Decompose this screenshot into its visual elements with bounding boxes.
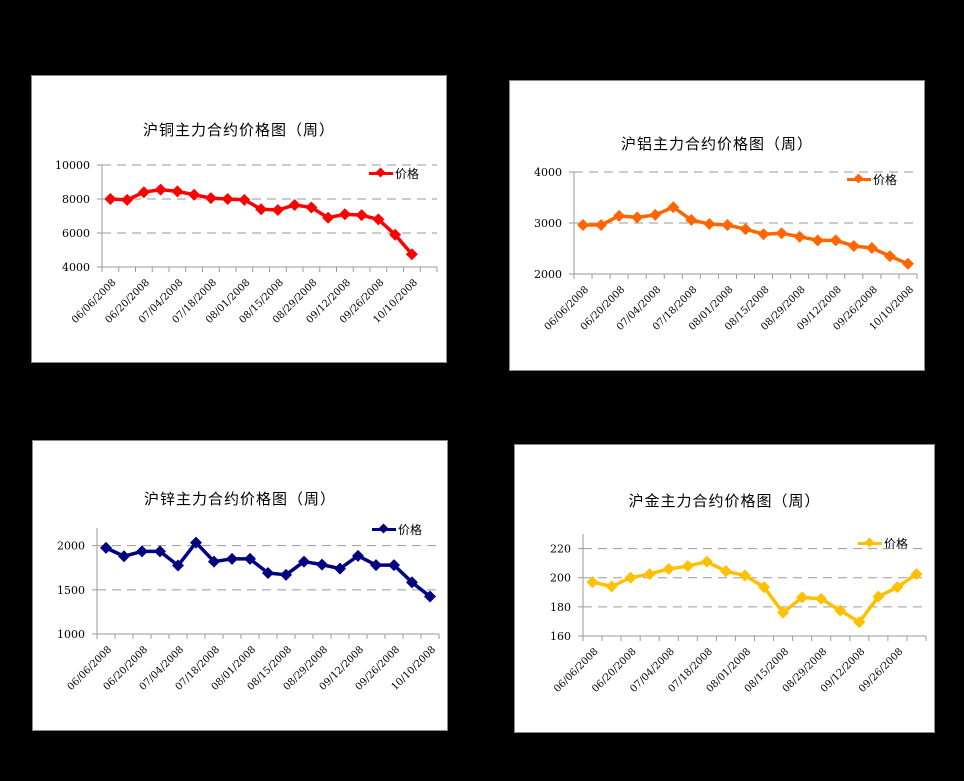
svg-text:200: 200 — [550, 572, 571, 585]
legend-label: 价格 — [873, 173, 898, 187]
gold-chart-panel: 沪金主力合约价格图（周） 价格 160 180 200 220 06/06/2008 06… — [514, 444, 935, 733]
svg-text:1500: 1500 — [57, 584, 85, 597]
svg-text:3000: 3000 — [534, 217, 562, 230]
legend-line-marker-icon — [369, 167, 393, 178]
gold-chart-legend: 价格 — [858, 535, 908, 552]
zinc-chart-legend: 价格 — [372, 521, 422, 538]
aluminum-chart-title: 沪铝主力合约价格图（周） — [620, 135, 813, 153]
legend-line-marker-icon — [847, 173, 871, 184]
zinc-chart-panel: 沪锌主力合约价格图（周） 价格 1000 1500 2000 06/06/2008 06… — [32, 440, 448, 731]
aluminum-chart-legend: 价格 — [847, 171, 897, 188]
svg-text:2000: 2000 — [534, 268, 562, 281]
legend-label: 价格 — [884, 537, 909, 551]
aluminum-chart-panel: 沪铝主力合约价格图（周） 价格 2000 3000 4000 06/06/2008 06… — [509, 80, 925, 371]
svg-text:6000: 6000 — [62, 227, 90, 240]
gold-plot: 16018020022006/06/200806/20/200807/04/20… — [550, 534, 927, 695]
legend-line-marker-icon — [372, 523, 396, 534]
legend-label: 价格 — [395, 167, 420, 181]
legend-line-marker-icon — [858, 537, 882, 548]
copper-chart-panel: 沪铜主力合约价格图（周） 价格 4000 6000 8000 10000 06/06/2… — [31, 75, 447, 363]
zinc-plot: 10001500200006/06/200806/20/200807/04/20… — [57, 528, 440, 693]
svg-text:220: 220 — [550, 543, 571, 556]
aluminum-plot: 20003000400006/06/200806/20/200807/04/20… — [534, 166, 918, 333]
copper-chart-title: 沪铜主力合约价格图（周） — [142, 121, 335, 139]
svg-text:4000: 4000 — [534, 166, 562, 179]
svg-text:160: 160 — [550, 630, 571, 643]
svg-text:4000: 4000 — [62, 261, 90, 274]
svg-text:8000: 8000 — [62, 193, 90, 206]
legend-label: 价格 — [398, 523, 423, 537]
copper-chart-legend: 价格 — [369, 165, 419, 182]
svg-text:10000: 10000 — [55, 159, 90, 172]
svg-text:1000: 1000 — [57, 628, 85, 641]
svg-text:180: 180 — [550, 601, 571, 614]
svg-text:2000: 2000 — [57, 540, 85, 553]
gold-chart-title: 沪金主力合约价格图（周） — [628, 492, 821, 510]
zinc-chart-title: 沪锌主力合约价格图（周） — [143, 490, 336, 508]
copper-plot: 4000600080001000006/06/200806/20/200807/… — [55, 159, 438, 326]
